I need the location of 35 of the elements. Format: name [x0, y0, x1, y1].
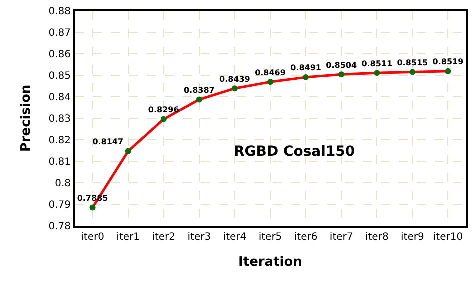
- data-label: 0.8296: [148, 106, 180, 115]
- y-tick-label: 0.82: [48, 136, 71, 146]
- x-axis-title: Iteration: [238, 255, 302, 270]
- y-tick-label: 0.88: [48, 6, 71, 18]
- data-label: 0.8504: [326, 60, 358, 70]
- x-tick-label: iter6: [294, 232, 318, 243]
- data-label: 0.8491: [290, 64, 322, 73]
- y-tick-label: 0.86: [48, 50, 71, 60]
- x-tick-label: iter4: [223, 232, 247, 243]
- x-tick-label: iter10: [433, 232, 464, 243]
- x-tick-label: iter8: [365, 232, 389, 243]
- y-tick-label: 0.83: [48, 114, 71, 125]
- x-tick-label: iter7: [330, 232, 354, 243]
- y-tick-label: 0.87: [48, 28, 71, 39]
- x-tick-label: iter2: [152, 232, 176, 243]
- y-tick-label: 0.79: [48, 200, 71, 211]
- x-tick-label: iter9: [401, 232, 424, 243]
- x-tick-label: iter0: [81, 232, 104, 243]
- y-axis-title: Precision: [19, 84, 34, 152]
- data-label: 0.8511: [362, 59, 394, 68]
- y-tick-label: 0.81: [48, 157, 71, 168]
- annotation: RGBD Cosal150: [234, 144, 356, 160]
- data-label: 0.8519: [432, 58, 464, 67]
- y-tick-label: 0.8: [55, 178, 71, 190]
- x-tick-label: iter1: [116, 232, 140, 243]
- y-tick-label: 0.78: [48, 222, 71, 232]
- data-label: 0.8439: [220, 74, 251, 84]
- x-tick-label: iter5: [258, 232, 282, 243]
- data-label: 0.8515: [397, 58, 429, 68]
- y-tick-label: 0.84: [48, 92, 71, 104]
- data-label: 0.8147: [92, 138, 124, 147]
- y-tick-label: 0.85: [48, 71, 71, 82]
- data-label: 0.8469: [255, 68, 286, 78]
- data-label: 0.8387: [184, 86, 215, 96]
- x-tick-label: iter3: [188, 232, 212, 243]
